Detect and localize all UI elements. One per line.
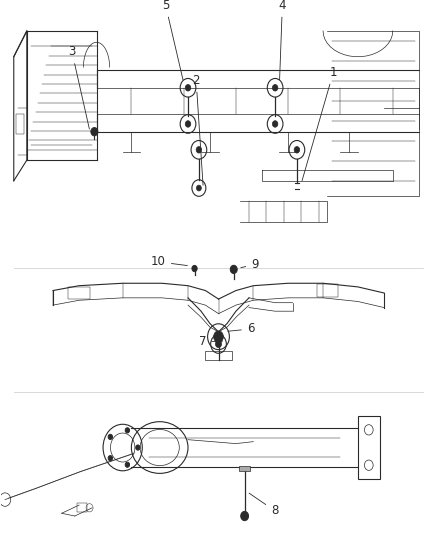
Circle shape (185, 120, 191, 127)
Circle shape (197, 185, 201, 191)
Circle shape (108, 456, 112, 461)
Bar (358, 416, 380, 479)
Text: 1: 1 (302, 66, 337, 181)
Bar (16, 114, 24, 134)
Circle shape (125, 428, 129, 433)
Circle shape (272, 120, 278, 127)
Text: 9: 9 (241, 258, 259, 271)
Bar (239, 466, 250, 471)
Circle shape (192, 265, 197, 272)
Circle shape (294, 147, 300, 153)
Circle shape (272, 85, 278, 91)
Circle shape (241, 511, 249, 521)
Text: 3: 3 (68, 45, 90, 129)
Circle shape (215, 341, 222, 348)
Text: 4: 4 (279, 0, 286, 80)
Bar (77, 503, 87, 512)
Text: 10: 10 (151, 255, 187, 268)
Circle shape (196, 147, 201, 153)
Text: 8: 8 (249, 493, 278, 517)
Circle shape (230, 265, 237, 273)
Bar (68, 287, 90, 299)
Circle shape (136, 445, 140, 450)
Text: 6: 6 (228, 322, 254, 335)
Circle shape (108, 434, 112, 440)
Text: 5: 5 (162, 0, 183, 80)
Text: 2: 2 (192, 74, 203, 185)
Bar (316, 284, 338, 297)
Bar (205, 351, 232, 360)
Circle shape (91, 127, 98, 136)
Text: 7: 7 (199, 335, 222, 348)
Circle shape (214, 331, 223, 343)
Circle shape (125, 462, 129, 467)
Circle shape (185, 85, 191, 91)
